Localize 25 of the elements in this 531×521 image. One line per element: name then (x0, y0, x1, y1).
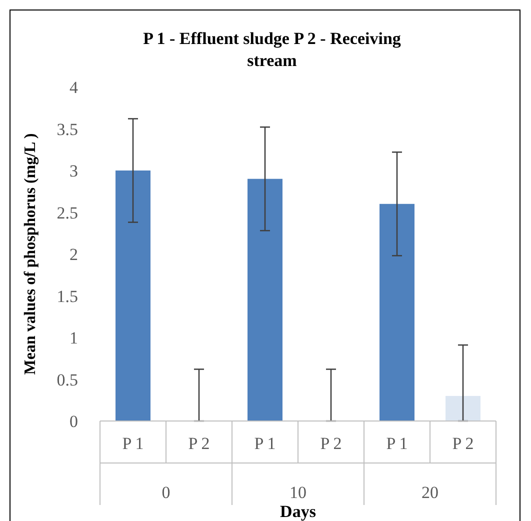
x-axis-title: Days (280, 502, 316, 521)
y-tick-label: 1 (70, 328, 78, 348)
y-tick-label: 3 (70, 162, 78, 180)
y-tick-label: 1.5 (56, 286, 78, 306)
y-tick-label: 2.5 (56, 203, 78, 222)
y-tick-label: 4 (70, 78, 78, 97)
x-tick-label: P 2 (320, 434, 342, 453)
x-tick-label: P 1 (386, 434, 408, 453)
chart-title: P 1 - Effluent sludge P 2 - Receiving stream (143, 29, 402, 70)
y-tick-label: 3.5 (56, 120, 78, 139)
text: 10 (290, 483, 306, 502)
x-tick-label: P 1 (254, 434, 276, 453)
bar (446, 396, 480, 421)
x-tick-label: P 2 (188, 434, 210, 453)
text: 0 (162, 483, 170, 502)
y-tick-label: 0 (70, 412, 78, 431)
x-tick-label: P 1 (122, 434, 144, 453)
bar (116, 170, 150, 421)
y-tick-label: 2 (70, 245, 78, 264)
bar (380, 204, 414, 421)
x-tick-label: P 2 (452, 434, 474, 453)
text: 20 (422, 483, 438, 502)
bar (248, 178, 282, 421)
y-tick-label: 0.5 (56, 370, 78, 390)
y-axis-title: Mean values of phosphorus (mg/L ) (22, 133, 39, 375)
